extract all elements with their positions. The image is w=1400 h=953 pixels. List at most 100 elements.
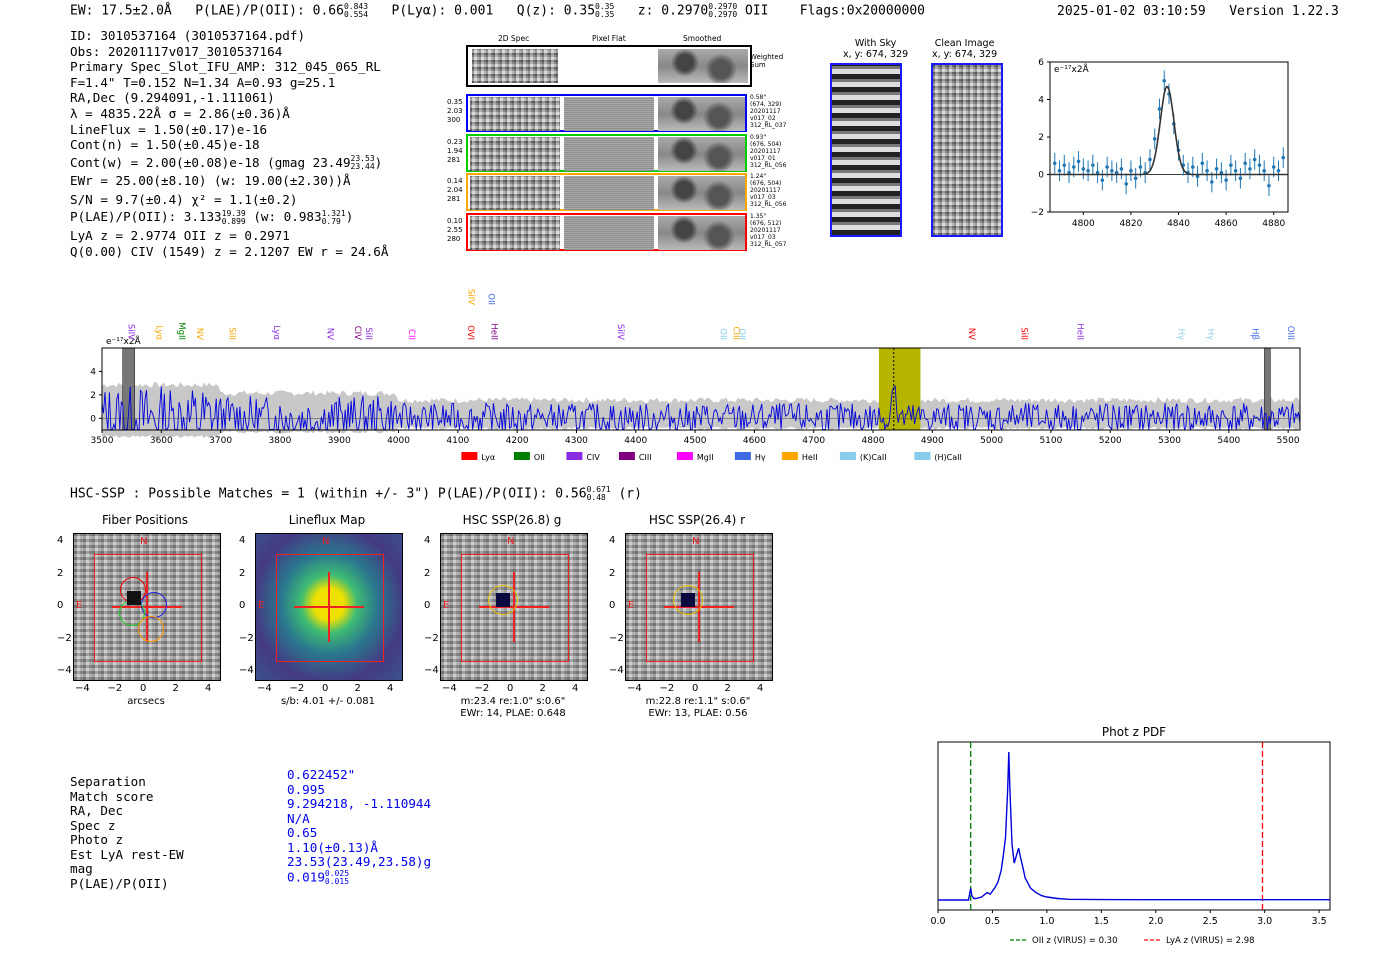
hsc-north-label: N: [692, 536, 700, 547]
zoom-data-point: [1057, 168, 1062, 173]
detection-info: ID: 3010537164 (3010537164.pdf) Obs: 202…: [70, 28, 388, 259]
hsc-north-label: N: [140, 536, 148, 547]
match-value-mag: 23.53(23.49,23.58)g: [287, 854, 432, 869]
match-label-photoz: Photo z: [70, 832, 124, 847]
hsc-caption-1: arcsecs: [127, 696, 165, 707]
spectrum-frame: [101, 347, 1301, 431]
spectrum-xtick-label: 5300: [1158, 436, 1181, 446]
pdf-title: Phot z PDF: [1102, 725, 1166, 739]
hsc-xtick-label: 2: [172, 683, 179, 694]
hsc-xtick-label: 4: [572, 683, 579, 694]
hsc-xtick-label: −2: [659, 683, 675, 694]
zoom-data-point: [1219, 170, 1224, 175]
hsc-aperture-box: [276, 554, 384, 662]
legend-swatch: [513, 452, 530, 460]
spec-row-left-value: 281: [447, 195, 461, 203]
col-smoothed: Smoothed: [683, 34, 722, 43]
spec-row-right-value: 1.35": [750, 212, 767, 220]
hsc-xtick-label: −4: [257, 683, 272, 694]
header-bar: EW: 17.5±2.0Å P(LAE)/P(OII): 0.660.843 0.…: [70, 3, 925, 19]
fiber-circle: [138, 616, 164, 642]
hsc-panel-title: HSC SSP(26.4) r: [648, 513, 746, 527]
spectrum-xtick-label: 4600: [743, 436, 766, 446]
spec-row-right-value: 20201117: [750, 187, 781, 194]
match-value-specz: N/A: [287, 810, 310, 826]
spectrum-line-label: Lyα: [271, 325, 281, 340]
info-primary: Primary Spec_Slot_IFU_AMP: 312_045_065_R…: [70, 59, 381, 75]
spec-row-right-value: 0.58": [750, 94, 767, 101]
weighted-2d: [472, 49, 558, 83]
zoom-xtick-label: 4860: [1215, 219, 1238, 229]
spectrum-xtick-label: 5400: [1217, 436, 1240, 446]
zoom-data-point: [1129, 168, 1133, 173]
zoom-data-point: [1105, 165, 1109, 169]
zoom-xtick-label: 4840: [1167, 219, 1190, 229]
spectrum-line-label: NV: [194, 328, 204, 340]
legend-label: Hγ: [755, 453, 766, 462]
spec-row-right-value: 312_RL_037: [750, 122, 787, 129]
spec-row-2d: [470, 215, 560, 250]
hsc-ytick-label: −2: [239, 632, 254, 644]
hsc-xtick-label: −2: [289, 683, 305, 694]
zoom-xtick-label: 4820: [1119, 219, 1142, 229]
header-timestamp-block: 2025-01-02 03:10:59 Version 1.22.3: [1057, 4, 1339, 19]
spectrum-line-label: OII: [718, 328, 728, 340]
hsc-ytick-label: 4: [239, 535, 246, 546]
hsc-ytick-label: −2: [57, 632, 72, 644]
match-value-plae: 0.0190.025 0.015: [287, 868, 350, 886]
hsc-north-label: N: [507, 536, 515, 547]
legend-label: CIII: [639, 453, 652, 462]
legend-swatch: [461, 452, 478, 460]
legend-swatch: [781, 452, 798, 460]
zoom-data-point: [1267, 183, 1271, 188]
spec-row-smooth: [658, 136, 745, 171]
info-plae: P(LAE)/P(OII): 3.13319.39 0.899 (w: 0.983…: [70, 208, 354, 226]
zoom-data-point: [1210, 180, 1214, 184]
spectrum-xtick-label: 3800: [268, 436, 291, 446]
zoom-data-point: [1214, 167, 1219, 171]
spec-row-right-value: v017_01: [750, 154, 776, 162]
hsc-ytick-label: −2: [609, 632, 624, 644]
match-label-specz: Spec z: [70, 817, 116, 833]
legend-swatch: [676, 452, 693, 460]
match-label-score: Match score: [70, 788, 154, 804]
spec-row-left-labels: 0.14 2.04 281: [447, 177, 463, 204]
spec-row-2d: [470, 176, 560, 210]
legend-swatch: [734, 452, 751, 460]
hsc-ytick-label: 2: [57, 567, 64, 579]
spectrum-xtick-label: 4800: [862, 436, 885, 446]
header-z: z: 0.2970: [637, 3, 709, 19]
spectrum-xtick-label: 4100: [446, 436, 469, 446]
zoom-data-point: [1062, 163, 1067, 167]
hsc-aperture-box: [94, 554, 202, 662]
zoom-ytick-label: 2: [1038, 133, 1044, 143]
hsc-xtick-label: 4: [757, 683, 764, 694]
hsc-caption-1: m:22.8 re:1.1" s:0.6": [645, 696, 751, 707]
spectrum-line-label: SiII: [363, 327, 373, 340]
weighted-sum-panel: [466, 45, 752, 87]
spec-row-right-value: 312_RL_056: [750, 161, 787, 169]
zoom-data-point: [1119, 167, 1124, 171]
zoom-ytick-label: −2: [1031, 208, 1044, 218]
zoom-data-point: [1191, 165, 1195, 169]
spectrum-line-label: SiIV: [615, 324, 625, 340]
spec-row-left-value: 1.94: [447, 146, 463, 155]
spectrum-xtick-label: 5200: [1099, 436, 1122, 446]
spectrum-xtick-label: 3600: [150, 436, 173, 446]
spec-row-right-value: 20201117: [750, 108, 781, 115]
spec-row-2d: [470, 136, 560, 171]
fiber-source: [127, 591, 141, 605]
match-value-photoz: 0.65: [287, 825, 318, 840]
zoom-data-point: [1052, 161, 1057, 166]
zoom-data-point: [1086, 168, 1090, 173]
full-spectrum-chart: 0 2 4 3500 3600 3700 3800 3900 4000 4100 4200 4300 4…: [90, 289, 1301, 462]
zoom-data-point: [1091, 163, 1095, 167]
pdf-xtick-label: 0.5: [985, 916, 1000, 927]
spectrum-xtick-label: 4400: [624, 436, 647, 446]
hsc-xtick-label: 4: [387, 683, 394, 694]
hsc-ytick-label: 0: [239, 600, 246, 611]
spectrum-xtick-label: 3900: [328, 436, 351, 446]
spec-row-right-value: v017_03: [750, 233, 776, 241]
